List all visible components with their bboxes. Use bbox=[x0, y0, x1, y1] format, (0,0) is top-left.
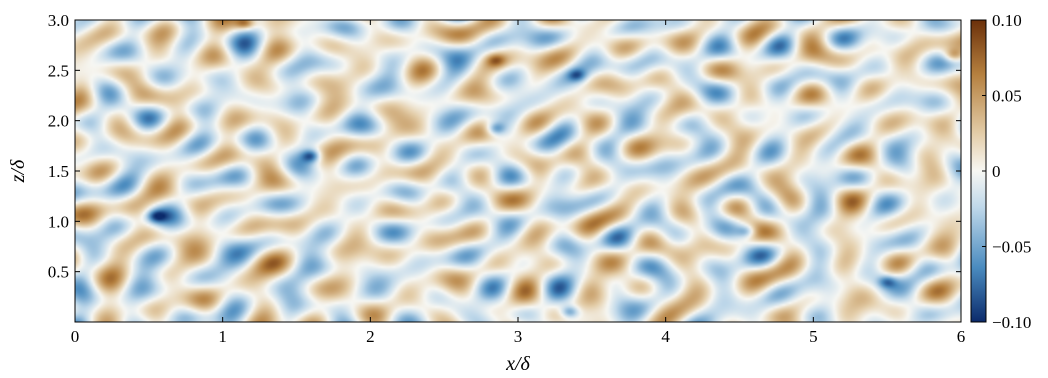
y-axis: 0.5 1.0 1.5 2.0 2.5 3.0 bbox=[48, 11, 961, 282]
colorbar-tick-label: −0.10 bbox=[992, 313, 1031, 332]
x-tick-label: 3 bbox=[514, 327, 523, 346]
field-image bbox=[75, 20, 961, 322]
x-axis-label: x/δ bbox=[505, 353, 530, 375]
x-tick-label: 5 bbox=[809, 327, 818, 346]
colorbar-ticks: 0.10 0.05 0 −0.05 −0.10 bbox=[982, 11, 1031, 332]
y-tick-label: 1.0 bbox=[48, 212, 69, 231]
colorbar-tick-label: 0.10 bbox=[992, 11, 1022, 30]
x-tick-label: 4 bbox=[661, 327, 670, 346]
heatmap-field bbox=[75, 20, 961, 322]
y-tick-label: 3.0 bbox=[48, 11, 69, 30]
y-tick-label: 2.0 bbox=[48, 112, 69, 131]
y-tick-label: 2.5 bbox=[48, 61, 69, 80]
y-tick-label: 1.5 bbox=[48, 162, 69, 181]
x-tick-label: 0 bbox=[71, 327, 80, 346]
colorbar: 0.10 0.05 0 −0.05 −0.10 bbox=[970, 11, 1031, 332]
y-axis-label: z/δ bbox=[7, 159, 29, 183]
x-tick-label: 1 bbox=[218, 327, 227, 346]
x-tick-label: 2 bbox=[366, 327, 375, 346]
x-axis: 0 1 2 3 4 5 6 bbox=[71, 20, 966, 346]
colorbar-tick-label: −0.05 bbox=[992, 238, 1031, 257]
x-tick-label: 6 bbox=[957, 327, 966, 346]
y-tick-label: 0.5 bbox=[48, 263, 69, 282]
colorbar-tick-label: 0 bbox=[992, 162, 1001, 181]
colorbar-tick-label: 0.05 bbox=[992, 87, 1022, 106]
